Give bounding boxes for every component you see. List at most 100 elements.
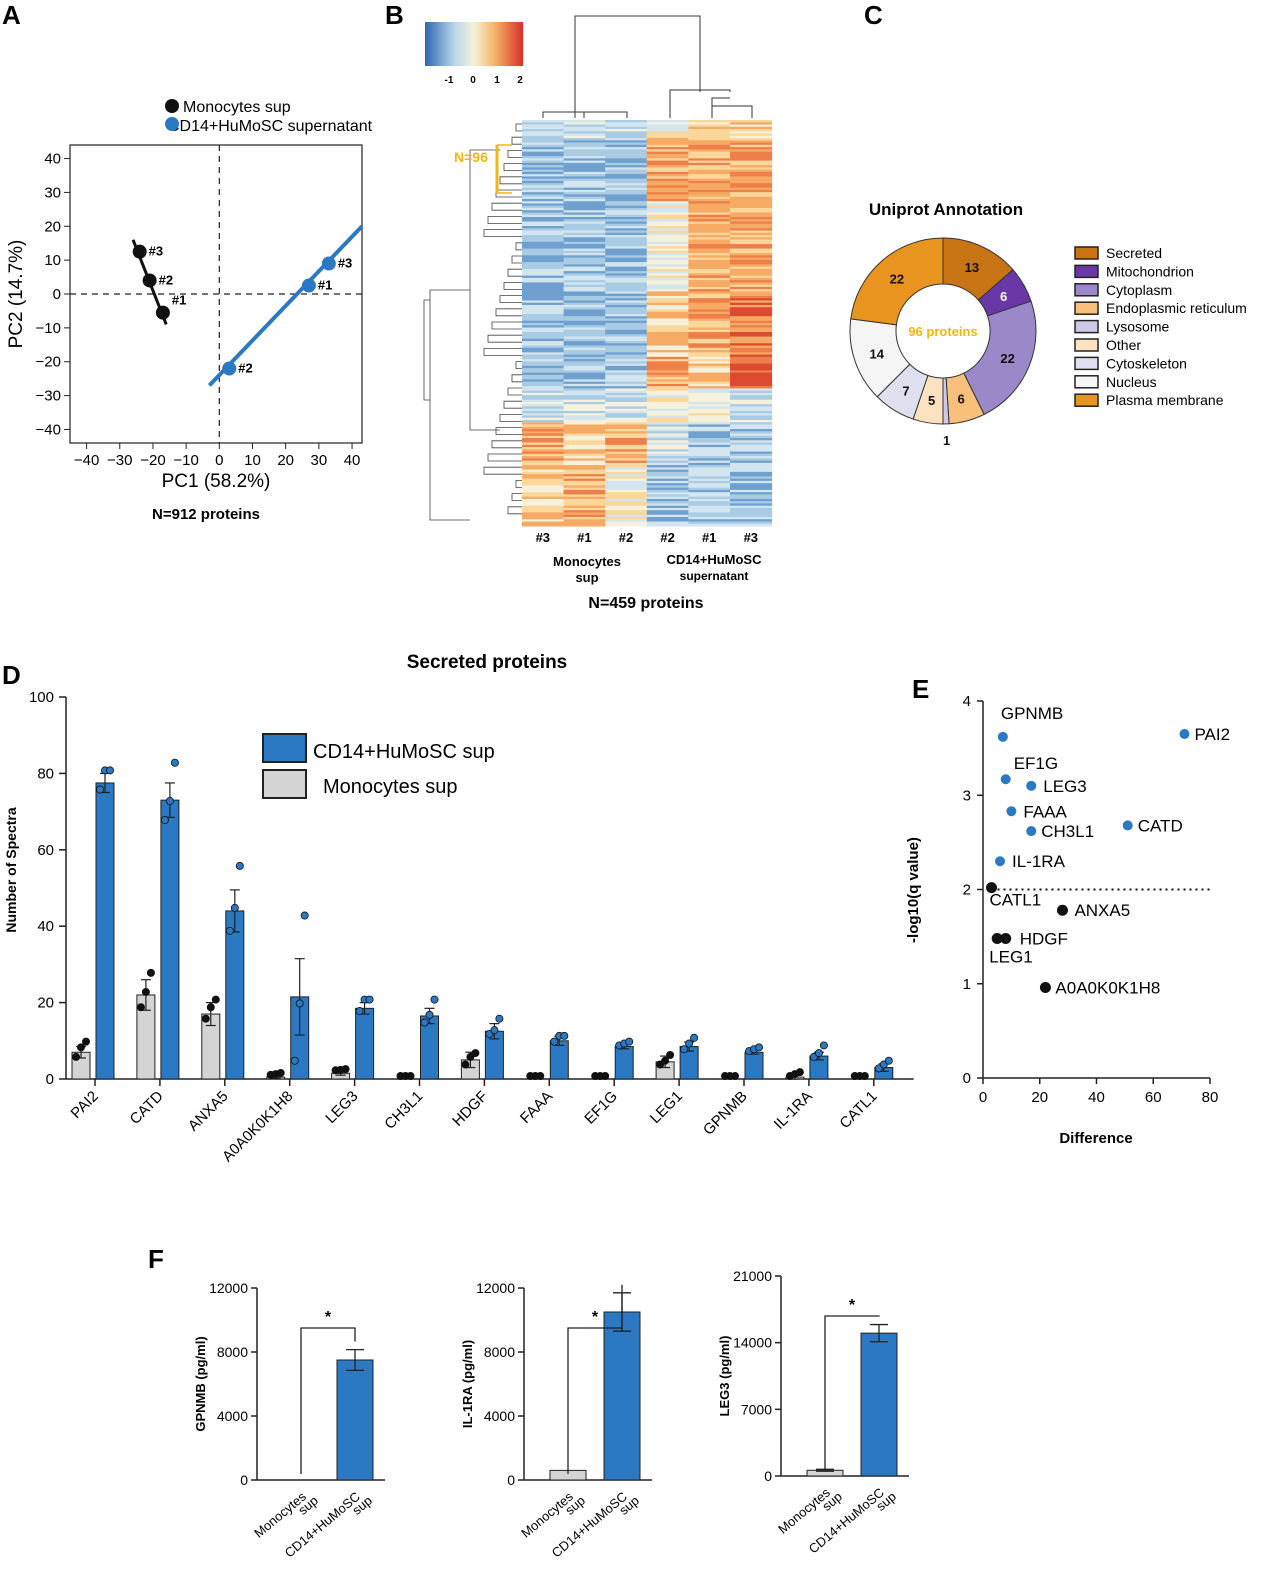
heatmap-cell [522, 327, 565, 331]
colorbar-tick-label: -1 [445, 75, 454, 86]
heatmap-cell [563, 419, 606, 423]
heatmap-cell [730, 334, 773, 338]
heatmap-cell [646, 198, 689, 202]
heatmap-cell [646, 451, 689, 455]
column-dendrogram [542, 15, 753, 118]
heatmap-cell [688, 214, 731, 218]
heatmap-cell [646, 275, 689, 279]
heatmap-cell [646, 165, 689, 168]
heatmap-cell [646, 257, 689, 261]
heatmap-cell [730, 440, 773, 444]
volcano-point [1179, 728, 1190, 739]
heatmap-cell [688, 363, 731, 367]
heatmap-cell [605, 286, 648, 290]
heatmap-cell [605, 519, 648, 522]
heatmap-cell [522, 174, 565, 177]
heatmap-cell [605, 205, 648, 209]
heatmap-cell [605, 341, 648, 344]
heatmap-cell [605, 438, 648, 441]
secreted-data-point [425, 1010, 434, 1019]
heatmap-cell [646, 176, 689, 180]
heatmap-cell [646, 345, 689, 349]
heatmap-cell [605, 147, 648, 150]
elisa-bar [860, 1332, 898, 1477]
heatmap-cell [646, 397, 689, 401]
heatmap-cell [688, 496, 731, 500]
volcano-point-label: GPNMB [1001, 704, 1063, 723]
heatmap-cell [646, 174, 689, 177]
heatmap-cell [730, 253, 773, 256]
heatmap-cell [646, 311, 689, 315]
heatmap-cell [646, 144, 689, 148]
heatmap-cell [688, 156, 731, 159]
heatmap-cell [730, 343, 773, 347]
secreted-data-point [819, 1041, 828, 1050]
heatmap-cell [563, 300, 606, 304]
heatmap-cell [605, 228, 648, 232]
group-label-monocytes: Monocytes [553, 554, 621, 569]
heatmap-column-label: #3 [744, 530, 758, 545]
heatmap-cell [605, 395, 648, 398]
heatmap-cell [730, 408, 773, 412]
panel-label-e: E [912, 674, 929, 704]
heatmap-cell [563, 223, 606, 227]
secreted-data-point [300, 911, 309, 920]
heatmap-cell [730, 327, 773, 331]
heatmap-cell [522, 390, 565, 394]
heatmap-cell [730, 257, 773, 261]
heatmap-cell [522, 332, 565, 335]
heatmap-cell [563, 253, 606, 256]
heatmap-cell [688, 282, 731, 286]
heatmap-cell [522, 205, 565, 209]
heatmap-cell [646, 151, 689, 155]
heatmap-cell [605, 329, 648, 333]
heatmap-cell [646, 341, 689, 344]
heatmap-cell [605, 388, 648, 392]
heatmap-cell [646, 293, 689, 297]
pca-x-tick-label: 40 [344, 452, 361, 469]
secreted-data-point [141, 987, 150, 996]
secreted-bar [95, 782, 115, 1080]
volcano-point-label: CH3L1 [1041, 822, 1094, 841]
heatmap-cell [563, 363, 606, 367]
heatmap-cell [522, 212, 565, 216]
heatmap-cell [605, 237, 648, 241]
heatmap-cell [688, 471, 731, 475]
heatmap-cell [605, 120, 648, 123]
pca-x-tick-label: −30 [107, 452, 132, 469]
heatmap-cell [646, 203, 689, 207]
heatmap-cell [605, 165, 648, 168]
donut-legend-label: Endoplasmic reticulum [1106, 300, 1247, 316]
pca-x-tick-label: −10 [173, 452, 198, 469]
heatmap-cell [563, 226, 606, 229]
heatmap-cell [688, 255, 731, 259]
heatmap-cell [646, 456, 689, 459]
heatmap-cell [522, 505, 565, 509]
heatmap-cell [563, 169, 606, 173]
heatmap-cell [522, 363, 565, 367]
heatmap-cell [522, 268, 565, 272]
heatmap-cell [563, 467, 606, 471]
heatmap-cell [646, 178, 689, 182]
heatmap-cell [646, 368, 689, 371]
heatmap-cell [563, 198, 606, 202]
heatmap-cell [730, 503, 773, 507]
heatmap-cell [688, 485, 731, 489]
pca-plot: −40 −30 −20 −10 0 10 20 30 40403020100−10−20−30−… [6, 99, 373, 523]
heatmap-cell [646, 223, 689, 227]
heatmap-cell [522, 291, 565, 295]
heatmap-cell [522, 404, 565, 407]
heatmap-cell [522, 318, 565, 322]
donut-legend-label: Cytoplasm [1106, 282, 1172, 298]
heatmap-cell [730, 223, 773, 227]
heatmap-cell [522, 246, 565, 250]
pca-legend-label-humosc: CD14+HuMoSC supernatant [168, 118, 373, 135]
heatmap-cell [730, 286, 773, 290]
heatmap-cell [563, 201, 606, 204]
heatmap-cell [646, 370, 689, 374]
heatmap-cell [646, 410, 689, 414]
heatmap-cell [688, 458, 731, 462]
heatmap-cell [688, 467, 731, 471]
heatmap-cell [605, 162, 648, 166]
